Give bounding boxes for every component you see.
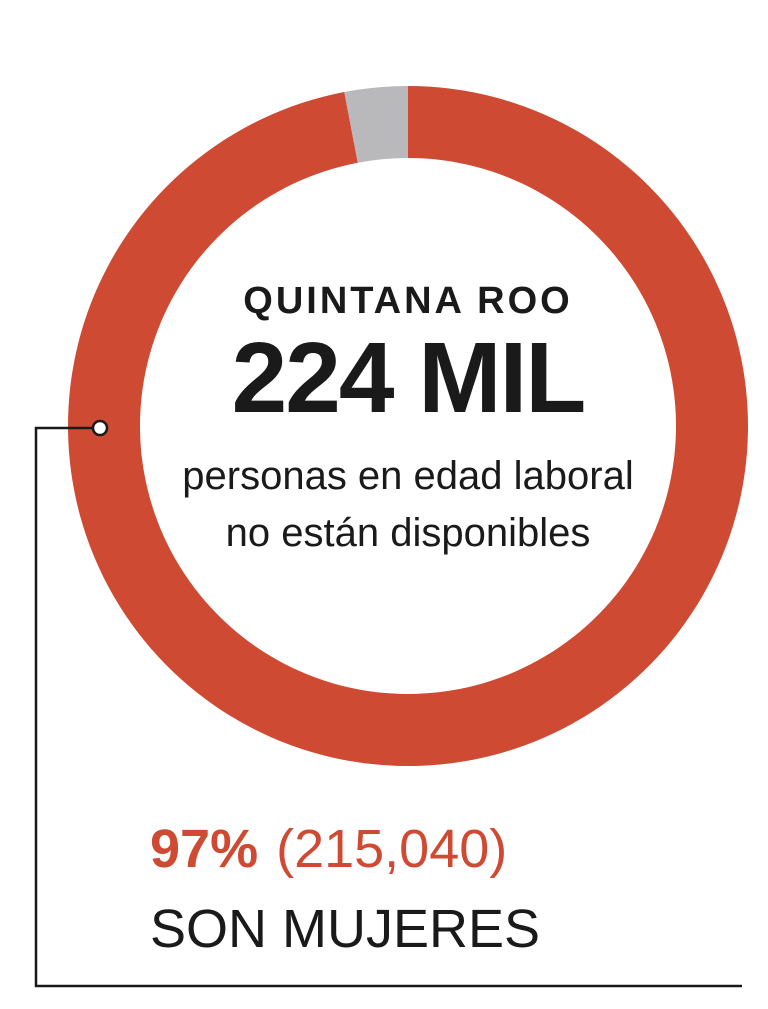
stat-line: 97% (215,040) — [150, 822, 507, 876]
connector-line — [34, 426, 742, 988]
donut-slice-other — [344, 86, 408, 163]
stat-percent: 97% — [150, 819, 259, 879]
stat-label: SON MUJERES — [150, 899, 541, 959]
stat-count: (215,040) — [276, 819, 508, 879]
total-value: 224 MIL — [231, 322, 587, 434]
connector-marker — [91, 419, 109, 437]
region-title: QUINTANA ROO — [243, 280, 573, 322]
caption-text: personas en edad laboral no están dispon… — [182, 454, 634, 555]
donut-slices — [68, 86, 749, 766]
